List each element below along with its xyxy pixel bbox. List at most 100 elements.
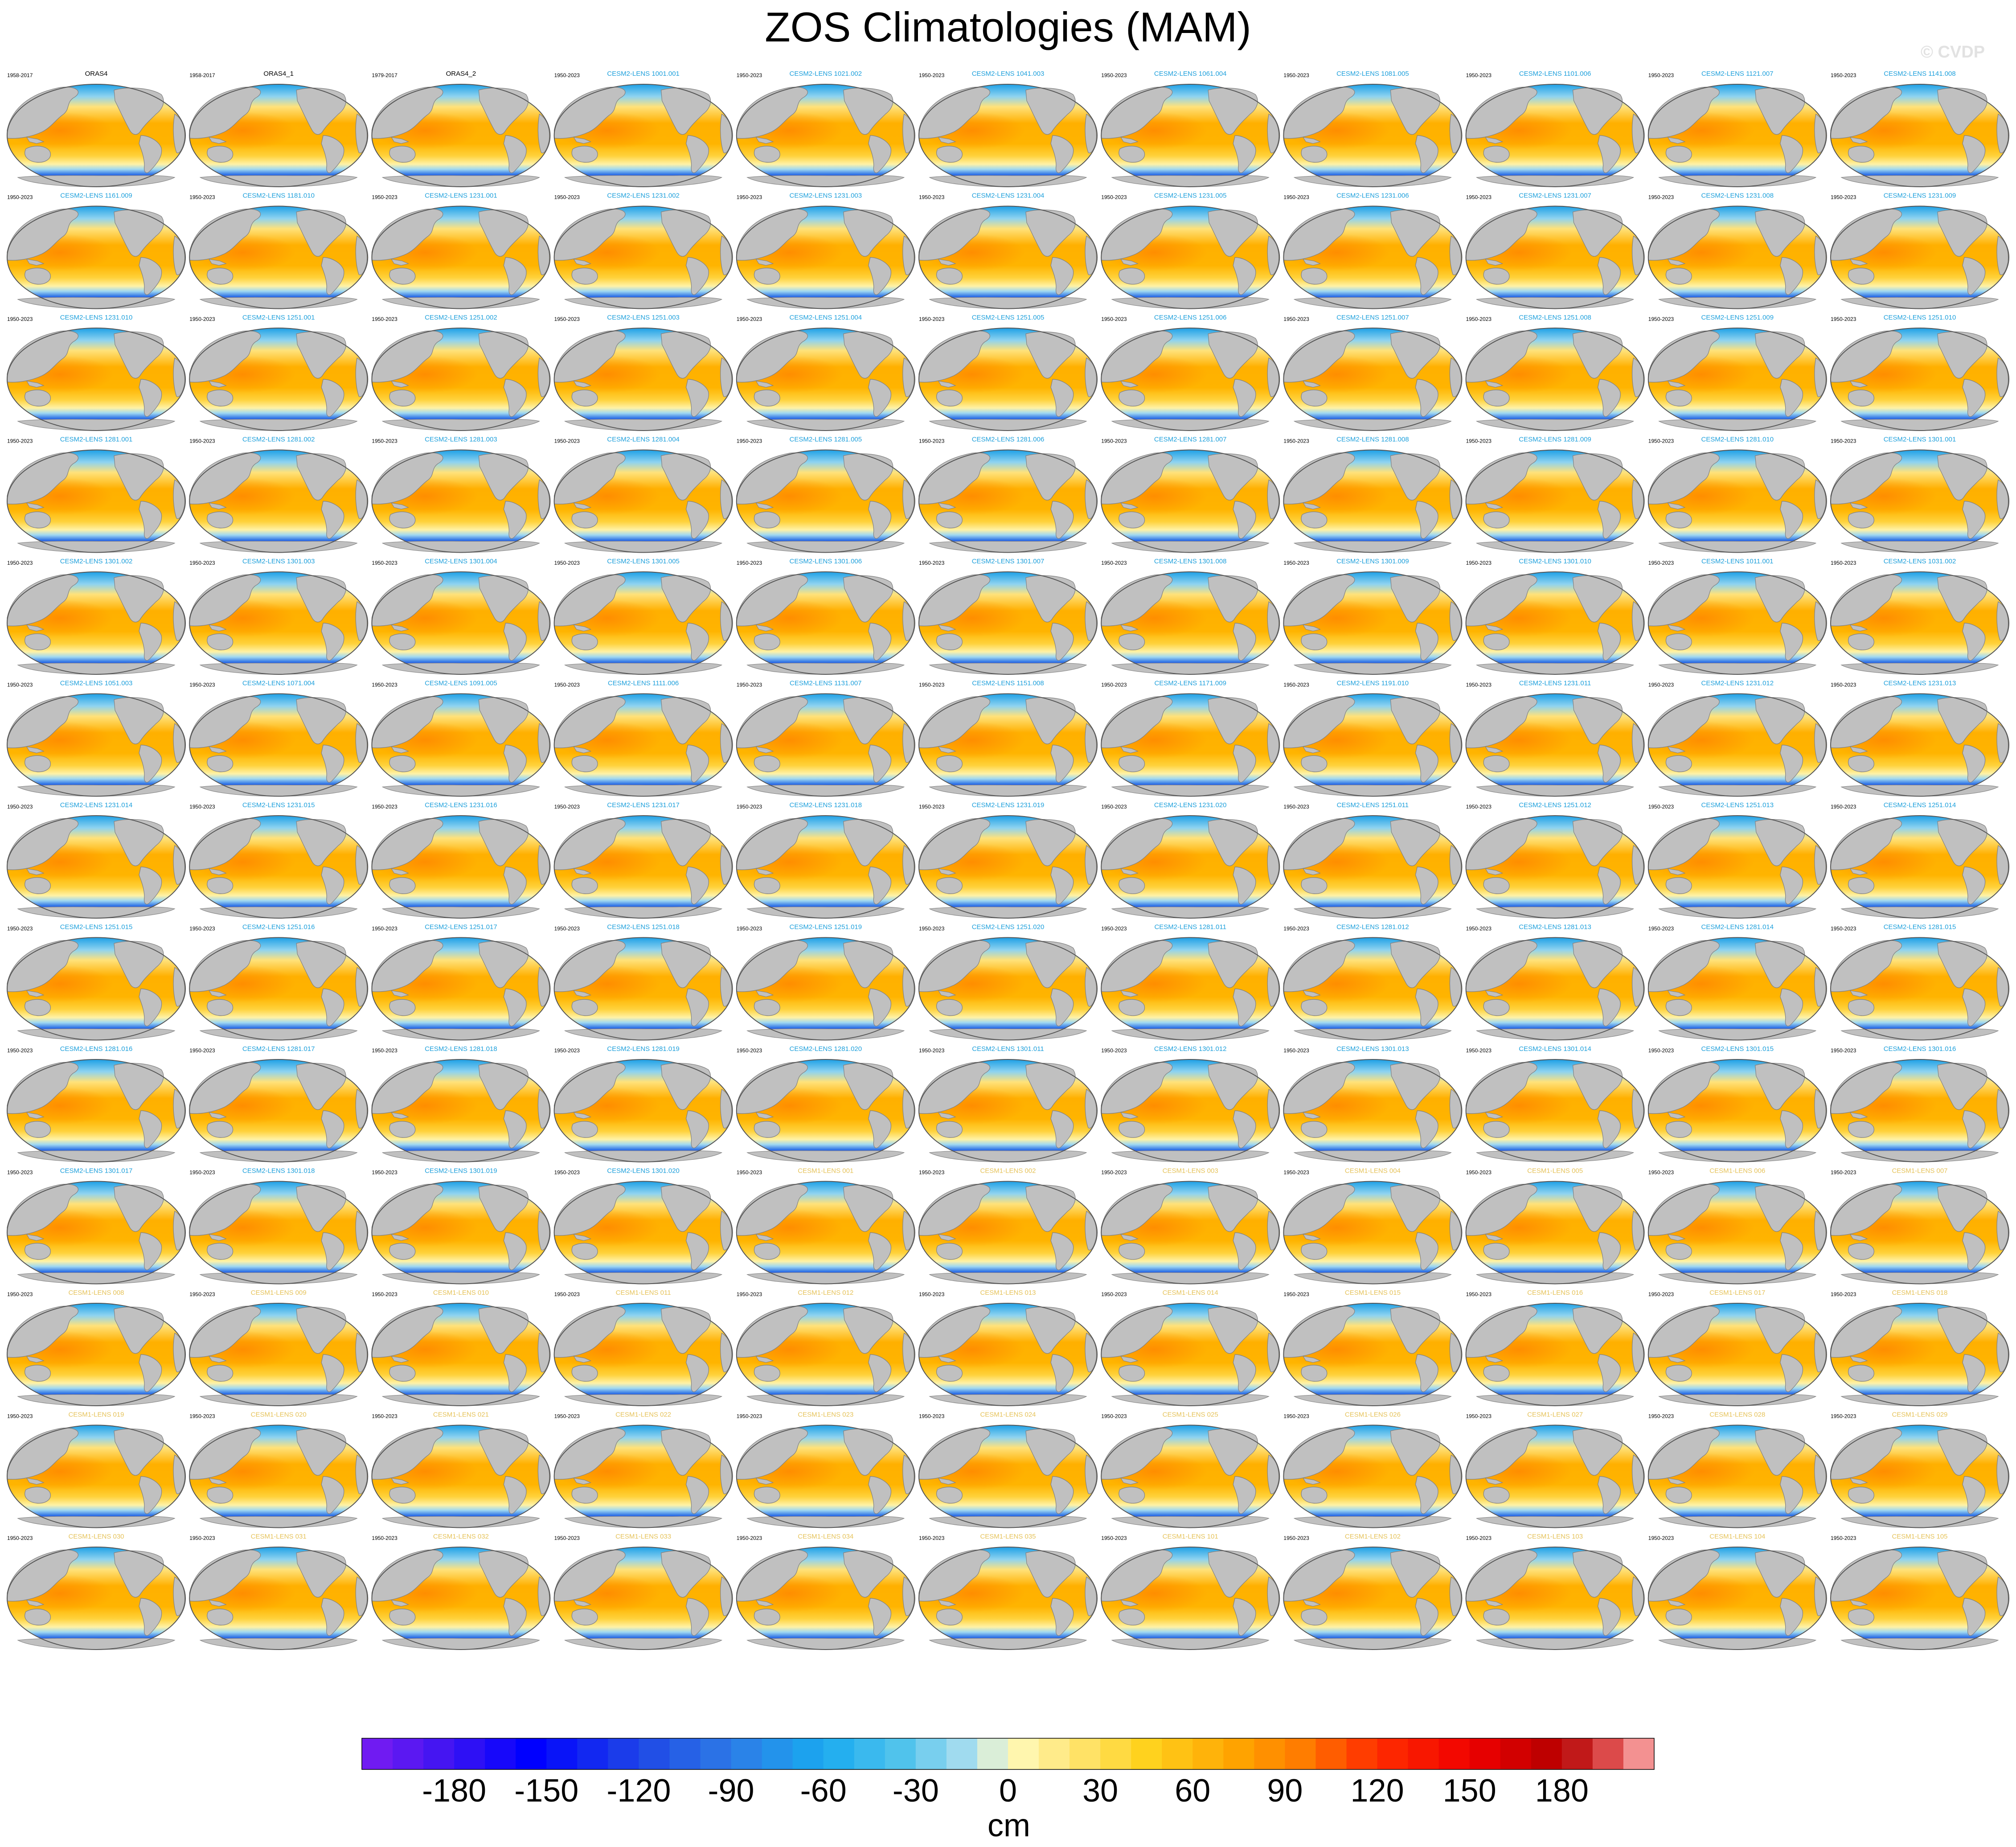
map-panel: 1950-2023 CESM2-LENS 1251.006 bbox=[1101, 314, 1280, 431]
panel-label: CESM2-LENS 1231.013 bbox=[1884, 680, 1956, 687]
map-image bbox=[7, 1424, 186, 1528]
colorbar-swatch bbox=[1223, 1738, 1254, 1769]
panel-label: CESM1-LENS 027 bbox=[1527, 1411, 1583, 1419]
map-panel: 1950-2023 CESM1-LENS 025 bbox=[1101, 1411, 1280, 1528]
map-panel: 1950-2023 CESM2-LENS 1301.002 bbox=[7, 558, 186, 675]
colorbar-swatch bbox=[1346, 1738, 1378, 1769]
panel-label: CESM1-LENS 013 bbox=[980, 1289, 1036, 1297]
map-image bbox=[1283, 205, 1463, 309]
panel-years: 1950-2023 bbox=[1648, 1535, 1674, 1541]
panel-label: CESM1-LENS 031 bbox=[251, 1533, 307, 1540]
map-panel: 1950-2023 CESM1-LENS 008 bbox=[7, 1289, 186, 1406]
map-panel: 1950-2023 CESM2-LENS 1301.001 bbox=[1830, 436, 2009, 553]
panel-years: 1950-2023 bbox=[1101, 1047, 1127, 1054]
panel-years: 1950-2023 bbox=[1283, 926, 1309, 932]
map-image bbox=[1647, 328, 1827, 431]
panel-years: 1950-2023 bbox=[1648, 1413, 1674, 1420]
map-panel: 1950-2023 CESM1-LENS 030 bbox=[7, 1533, 186, 1650]
map-image bbox=[918, 328, 1098, 431]
map-image bbox=[736, 328, 915, 431]
map-image bbox=[371, 693, 551, 797]
panel-years: 1950-2023 bbox=[372, 926, 397, 932]
panel-label: CESM1-LENS 014 bbox=[1163, 1289, 1218, 1297]
map-panel: 1950-2023 CESM2-LENS 1281.013 bbox=[1465, 924, 1645, 1041]
map-image bbox=[1283, 1303, 1463, 1406]
panel-label: CESM2-LENS 1251.016 bbox=[242, 924, 315, 931]
map-image bbox=[371, 1059, 551, 1162]
map-image bbox=[1101, 815, 1280, 919]
map-panel: 1950-2023 CESM2-LENS 1301.014 bbox=[1465, 1045, 1645, 1162]
colorbar-swatch bbox=[1531, 1738, 1562, 1769]
panel-years: 1950-2023 bbox=[554, 1413, 580, 1420]
panel-years: 1950-2023 bbox=[554, 438, 580, 444]
map-image bbox=[918, 1424, 1098, 1528]
map-image bbox=[1465, 693, 1645, 797]
panel-years: 1950-2023 bbox=[1283, 560, 1309, 566]
panel-years: 1950-2023 bbox=[1648, 316, 1674, 322]
panel-years: 1950-2023 bbox=[737, 316, 762, 322]
map-panel: 1950-2023 CESM2-LENS 1281.001 bbox=[7, 436, 186, 553]
map-image bbox=[918, 693, 1098, 797]
panel-years: 1950-2023 bbox=[1466, 804, 1492, 810]
map-panel: 1950-2023 CESM2-LENS 1231.001 bbox=[371, 192, 551, 309]
panel-label: CESM1-LENS 008 bbox=[68, 1289, 124, 1297]
map-panel: 1950-2023 CESM2-LENS 1231.014 bbox=[7, 801, 186, 919]
map-panel: 1950-2023 CESM2-LENS 1281.015 bbox=[1830, 924, 2009, 1041]
map-panel: 1950-2023 CESM2-LENS 1301.005 bbox=[553, 558, 733, 675]
map-image bbox=[371, 571, 551, 675]
map-panel: 1950-2023 CESM1-LENS 031 bbox=[189, 1533, 369, 1650]
colorbar-tick-label: -180 bbox=[422, 1773, 486, 1809]
map-image bbox=[7, 937, 186, 1041]
map-panel: 1950-2023 CESM2-LENS 1301.013 bbox=[1283, 1045, 1463, 1162]
colorbar-swatch bbox=[700, 1738, 732, 1769]
map-image bbox=[7, 205, 186, 309]
map-image bbox=[553, 1303, 733, 1406]
panel-label: CESM2-LENS 1161.009 bbox=[60, 192, 132, 200]
panel-years: 1950-2023 bbox=[1466, 1413, 1492, 1420]
map-panel: 1950-2023 CESM2-LENS 1091.005 bbox=[371, 680, 551, 797]
colorbar-swatch bbox=[1100, 1738, 1131, 1769]
map-panel: 1950-2023 CESM2-LENS 1251.007 bbox=[1283, 314, 1463, 431]
panel-years: 1950-2023 bbox=[1831, 1291, 1856, 1297]
panel-label: CESM2-LENS 1281.001 bbox=[60, 436, 133, 443]
panel-label: CESM1-LENS 104 bbox=[1709, 1533, 1765, 1540]
map-image bbox=[1830, 449, 2009, 553]
colorbar-units-label: cm bbox=[988, 1808, 1030, 1843]
panel-label: CESM1-LENS 017 bbox=[1709, 1289, 1765, 1297]
panel-years: 1950-2023 bbox=[919, 560, 945, 566]
map-panel: 1950-2023 CESM2-LENS 1281.006 bbox=[918, 436, 1098, 553]
map-image bbox=[189, 1181, 369, 1285]
panel-years: 1950-2023 bbox=[1831, 1047, 1856, 1054]
panel-years: 1950-2023 bbox=[737, 194, 762, 201]
map-image bbox=[1465, 815, 1645, 919]
map-panel: 1950-2023 CESM1-LENS 105 bbox=[1830, 1533, 2009, 1650]
panel-years: 1950-2023 bbox=[554, 316, 580, 322]
page-title: ZOS Climatologies (MAM) bbox=[765, 4, 1251, 50]
panel-label: CESM2-LENS 1071.004 bbox=[242, 680, 315, 687]
map-panel: 1950-2023 CESM2-LENS 1191.010 bbox=[1283, 680, 1463, 797]
panel-label: CESM2-LENS 1281.015 bbox=[1884, 924, 1956, 931]
colorbar-tick-label: 60 bbox=[1175, 1773, 1210, 1809]
panel-label: CESM2-LENS 1251.005 bbox=[972, 314, 1045, 321]
panel-label: CESM2-LENS 1231.015 bbox=[242, 801, 315, 809]
panel-label: CESM1-LENS 002 bbox=[980, 1167, 1036, 1175]
panel-years: 1950-2023 bbox=[919, 1291, 945, 1297]
panel-label: CESM2-LENS 1231.019 bbox=[972, 801, 1045, 809]
panel-years: 1950-2023 bbox=[554, 804, 580, 810]
panel-years: 1950-2023 bbox=[737, 682, 762, 688]
colorbar-swatch bbox=[1408, 1738, 1439, 1769]
map-image bbox=[1465, 937, 1645, 1041]
map-panel: 1950-2023 CESM2-LENS 1051.003 bbox=[7, 680, 186, 797]
map-image bbox=[553, 1547, 733, 1650]
map-panel: 1950-2023 CESM2-LENS 1251.001 bbox=[189, 314, 369, 431]
panel-label: CESM2-LENS 1021.002 bbox=[790, 70, 862, 78]
panel-years: 1950-2023 bbox=[1648, 194, 1674, 201]
map-panel: 1950-2023 CESM1-LENS 002 bbox=[918, 1167, 1098, 1285]
colorbar-swatch bbox=[885, 1738, 916, 1769]
panel-label: CESM2-LENS 1251.014 bbox=[1884, 801, 1956, 809]
map-image bbox=[1465, 1059, 1645, 1162]
panel-years: 1950-2023 bbox=[554, 1047, 580, 1054]
map-panel: 1950-2023 CESM2-LENS 1151.008 bbox=[918, 680, 1098, 797]
map-panel: 1950-2023 CESM1-LENS 007 bbox=[1830, 1167, 2009, 1285]
map-panel: 1950-2023 CESM2-LENS 1231.018 bbox=[736, 801, 915, 919]
